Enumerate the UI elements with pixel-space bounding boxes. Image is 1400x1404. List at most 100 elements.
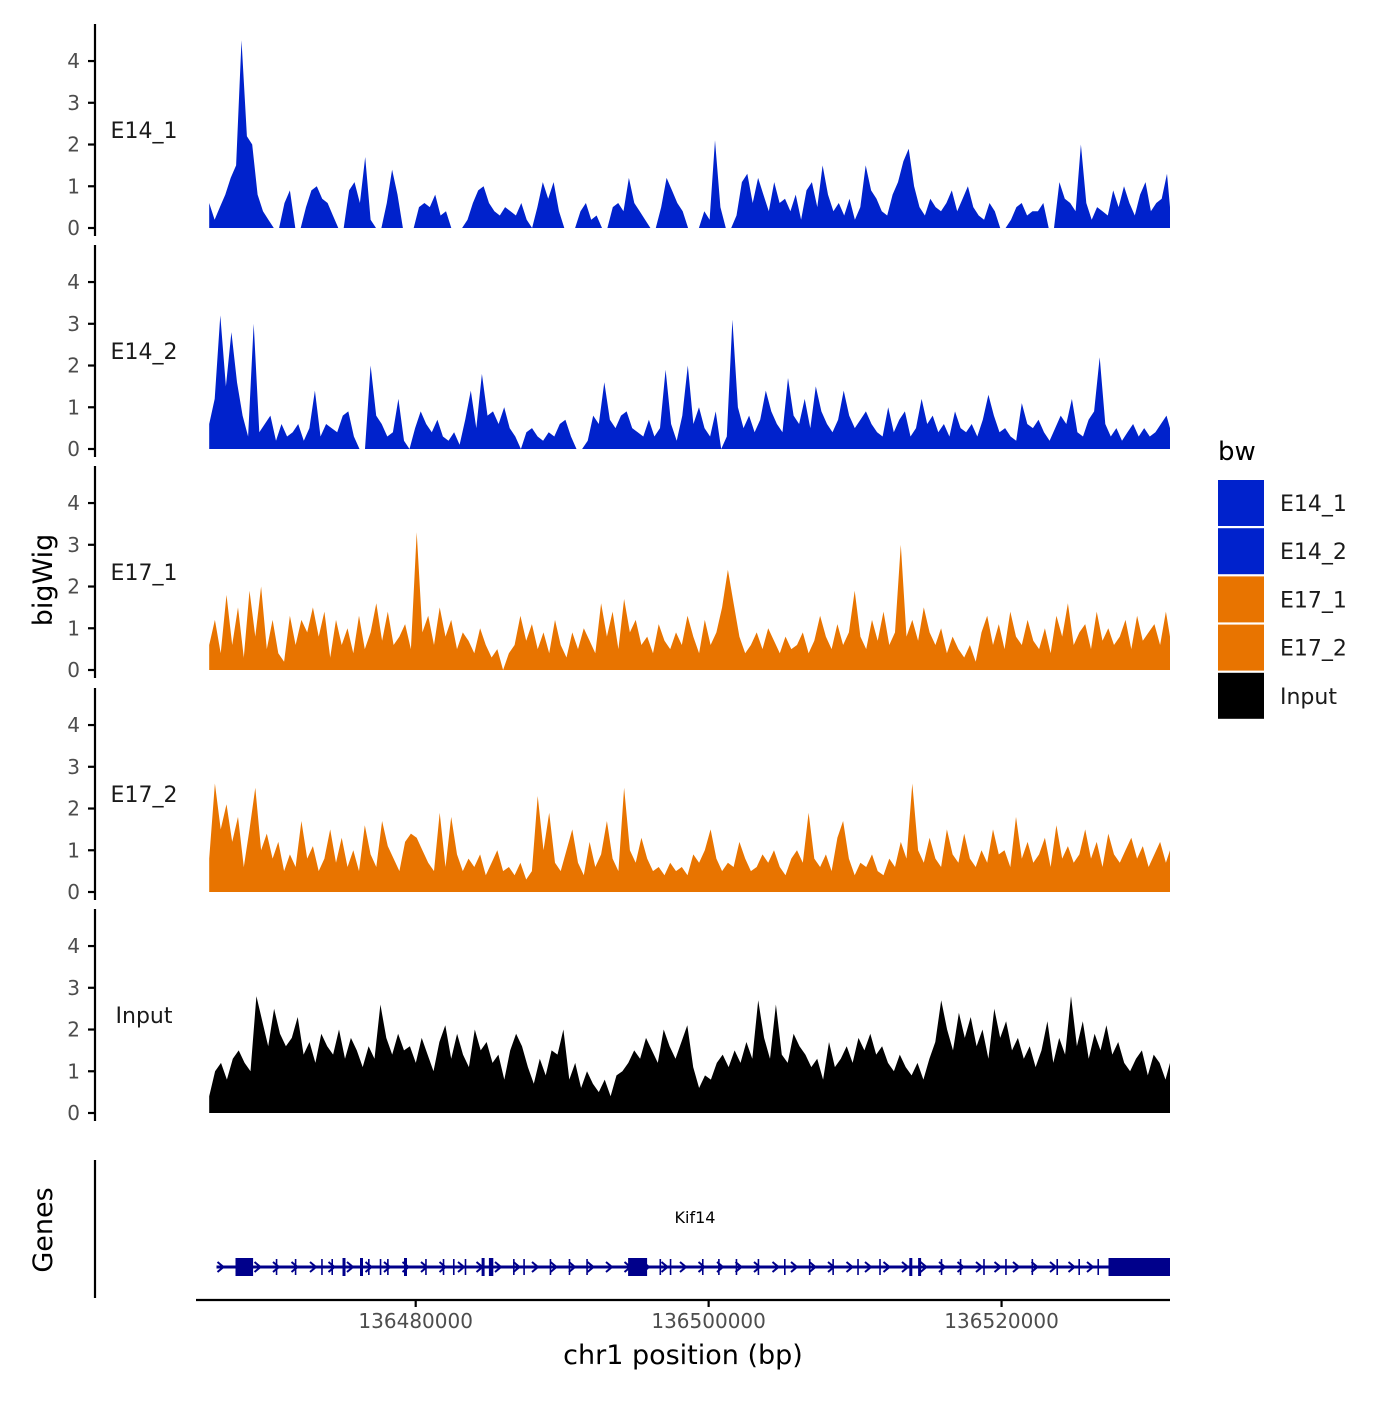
x-tick-label: 136500000 bbox=[651, 1309, 766, 1333]
strand-arrow bbox=[290, 1261, 300, 1273]
signal-area-Input bbox=[209, 996, 1170, 1113]
legend-label-E14_2: E14_2 bbox=[1280, 540, 1347, 565]
track-label-Input: Input bbox=[116, 1004, 173, 1029]
strand-arrow bbox=[457, 1261, 466, 1273]
x-axis-title: chr1 position (bp) bbox=[563, 1340, 803, 1371]
legend: bw E14_1 E14_2 E17_1 E17_2 Input bbox=[1218, 437, 1347, 719]
x-tick-label: 136480000 bbox=[358, 1309, 473, 1333]
strand-arrow bbox=[919, 1261, 929, 1273]
track-label-E14_2: E14_2 bbox=[111, 340, 178, 365]
y-tick-label: 2 bbox=[67, 133, 80, 157]
y-axis-title: bigWig bbox=[28, 534, 59, 627]
y-tick-label: 0 bbox=[67, 216, 80, 240]
legend-label-Input: Input bbox=[1280, 685, 1337, 710]
y-tick-label: 2 bbox=[67, 797, 80, 821]
strand-arrow bbox=[494, 1261, 503, 1273]
strand-arrow bbox=[364, 1261, 374, 1273]
strand-arrow bbox=[808, 1261, 818, 1273]
strand-arrow bbox=[790, 1261, 799, 1273]
track-E14_1: 0 1 2 3 4 E14_1 bbox=[67, 24, 1170, 240]
y-tick-label: 3 bbox=[67, 533, 80, 557]
exon-block bbox=[360, 1258, 363, 1276]
strand-arrow bbox=[568, 1261, 577, 1273]
track-label-E14_1: E14_1 bbox=[111, 119, 178, 144]
strand-arrow bbox=[420, 1261, 429, 1273]
y-tick-label: 4 bbox=[67, 49, 80, 73]
strand-arrow bbox=[549, 1261, 559, 1273]
strand-arrow bbox=[660, 1261, 670, 1273]
y-tick-label: 3 bbox=[67, 312, 80, 336]
legend-key-E14_2 bbox=[1218, 528, 1264, 575]
y-tick-label: 3 bbox=[67, 91, 80, 115]
strand-arrow bbox=[864, 1261, 873, 1273]
strand-arrow bbox=[753, 1261, 762, 1273]
track-label-E17_2: E17_2 bbox=[111, 783, 178, 808]
exon-block bbox=[1108, 1258, 1170, 1276]
strand-arrow bbox=[993, 1261, 1003, 1273]
genes-axis-title: Genes bbox=[28, 1187, 59, 1272]
y-tick-label: 3 bbox=[67, 976, 80, 1000]
y-tick-label: 4 bbox=[67, 934, 80, 958]
strand-arrow bbox=[512, 1261, 522, 1273]
track-Input: 0 1 2 3 4 Input bbox=[67, 909, 1170, 1125]
y-tick-label: 1 bbox=[67, 1059, 80, 1083]
strand-arrow bbox=[383, 1261, 392, 1273]
track-E14_2: 0 1 2 3 4 E14_2 bbox=[67, 245, 1170, 461]
legend-label-E14_1: E14_1 bbox=[1280, 492, 1347, 517]
legend-key-E17_1 bbox=[1218, 576, 1264, 623]
exon-block bbox=[628, 1258, 648, 1276]
strand-arrow bbox=[1012, 1261, 1021, 1273]
legend-key-Input bbox=[1218, 672, 1264, 719]
exon-block bbox=[481, 1258, 485, 1276]
strand-arrow bbox=[882, 1261, 892, 1273]
legend-label-E17_1: E17_1 bbox=[1280, 588, 1347, 613]
x-tick-label: 136520000 bbox=[944, 1309, 1059, 1333]
strand-arrow bbox=[734, 1261, 744, 1273]
strand-arrow bbox=[975, 1261, 984, 1273]
y-tick-label: 0 bbox=[67, 437, 80, 461]
exon-block bbox=[342, 1258, 346, 1276]
y-tick-label: 2 bbox=[67, 354, 80, 378]
x-axis-ticks: 136480000 136500000 136520000 bbox=[358, 1300, 1059, 1333]
y-tick-label: 2 bbox=[67, 1018, 80, 1042]
track-E17_1: 0 1 2 3 4 E17_1 bbox=[67, 466, 1170, 682]
exon-block bbox=[488, 1258, 494, 1276]
legend-label-E17_2: E17_2 bbox=[1280, 637, 1347, 662]
strand-arrow bbox=[216, 1261, 226, 1273]
y-tick-label: 3 bbox=[67, 755, 80, 779]
y-tick-label: 1 bbox=[67, 838, 80, 862]
legend-title: bw bbox=[1218, 437, 1256, 467]
y-tick-label: 1 bbox=[67, 395, 80, 419]
signal-area-E17_1 bbox=[209, 532, 1170, 670]
gene-label: Kif14 bbox=[675, 1208, 716, 1227]
strand-arrow bbox=[845, 1261, 855, 1273]
strand-arrow bbox=[531, 1261, 540, 1273]
y-tick-label: 0 bbox=[67, 880, 80, 904]
strand-arrow bbox=[697, 1261, 707, 1273]
signal-area-E14_1 bbox=[209, 40, 1170, 229]
legend-key-E17_2 bbox=[1218, 624, 1264, 671]
strand-arrow bbox=[1067, 1261, 1077, 1273]
strand-arrow bbox=[1030, 1261, 1040, 1273]
y-tick-label: 0 bbox=[67, 1101, 80, 1125]
exon-block bbox=[404, 1258, 407, 1276]
strand-arrow bbox=[956, 1261, 966, 1273]
strand-arrow bbox=[1086, 1261, 1095, 1273]
y-tick-label: 4 bbox=[67, 491, 80, 515]
strand-arrow bbox=[309, 1261, 318, 1273]
y-tick-label: 4 bbox=[67, 270, 80, 294]
signal-tracks: 0 1 2 3 4 E14_1 0 1 2 3 4 E14_2 0 1 2 3 4 E17_1 0 1 2 3 4 E17_2… bbox=[67, 24, 1170, 1125]
strand-arrow bbox=[1049, 1261, 1058, 1273]
strand-arrow bbox=[605, 1261, 614, 1273]
y-tick-label: 2 bbox=[67, 575, 80, 599]
exon-block bbox=[235, 1258, 254, 1276]
strand-arrow bbox=[679, 1261, 688, 1273]
signal-area-E14_2 bbox=[209, 315, 1170, 449]
strand-arrow bbox=[327, 1261, 337, 1273]
track-label-E17_1: E17_1 bbox=[111, 561, 178, 586]
strand-arrow bbox=[827, 1261, 836, 1273]
exon-block bbox=[918, 1258, 922, 1276]
y-tick-label: 0 bbox=[67, 658, 80, 682]
